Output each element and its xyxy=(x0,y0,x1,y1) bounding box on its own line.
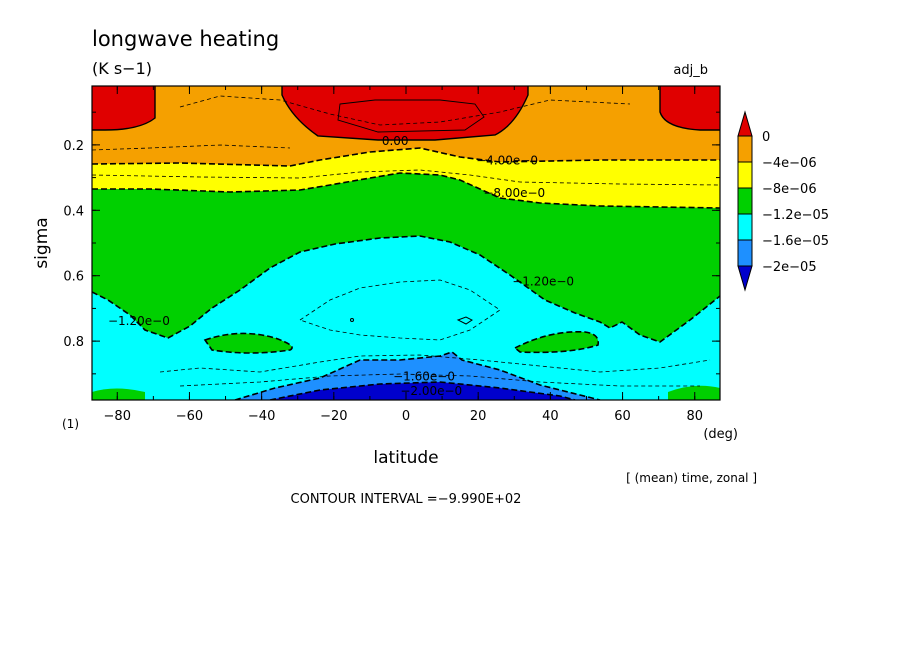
colorbar-swatch xyxy=(737,187,753,215)
colorbar-arrow-top xyxy=(737,110,753,137)
contour-interval-label: CONTOUR INTERVAL =−9.990E+02 xyxy=(291,492,522,507)
y-tick-label: 0.2 xyxy=(63,139,84,154)
x-tick-label: −40 xyxy=(248,409,275,424)
averaging-note: [ (mean) time, zonal ] xyxy=(626,471,757,485)
colorbar-label: −4e−06 xyxy=(762,156,817,171)
colorbar: 0 −4e−06 −8e−06 −1.2e−05 −1.6e−05 −2e−05 xyxy=(737,110,829,292)
y-axis: 0.2 0.4 0.6 0.8 xyxy=(63,111,720,375)
contour-label: −1.20e−0 xyxy=(512,275,574,289)
contour-line xyxy=(179,373,700,387)
contour-line xyxy=(92,172,720,209)
band-cyan xyxy=(92,236,720,400)
contour-line xyxy=(92,169,720,186)
experiment-label: adj_b xyxy=(673,63,708,78)
colorbar-swatch xyxy=(737,135,753,163)
x-tick-label: 60 xyxy=(614,409,631,424)
y-tick-label: 0.4 xyxy=(63,204,84,219)
contour-label: −1.20e−0 xyxy=(108,314,170,328)
band-green-island-east xyxy=(515,331,599,353)
contour-field xyxy=(92,86,720,400)
contour-line xyxy=(350,318,354,322)
contour-label: −4.00e−0 xyxy=(476,154,538,168)
panel-label: (1) xyxy=(62,417,79,431)
x-tick-label: 40 xyxy=(542,409,559,424)
colorbar-label: −1.6e−05 xyxy=(762,234,829,249)
x-axis: −80 −60 −40 −20 0 20 40 60 80 xyxy=(104,86,703,424)
x-tick-label: −80 xyxy=(104,409,131,424)
contour-line xyxy=(659,86,720,131)
contour-label: −8.00e−0 xyxy=(483,186,545,200)
y-tick-label: 0.8 xyxy=(63,335,84,350)
contour-line xyxy=(513,331,600,354)
x-axis-unit: (deg) xyxy=(703,427,738,442)
colorbar-swatch xyxy=(737,161,753,189)
x-tick-label: −20 xyxy=(320,409,347,424)
contour-label: 0.00 xyxy=(382,134,409,148)
contour-labels: 0.00 −4.00e−0 −8.00e−0 −1.20e−0 −1.20e−0 −1.6… xyxy=(108,134,574,398)
x-tick-label: 80 xyxy=(686,409,703,424)
colorbar-label: 0 xyxy=(762,130,770,145)
contour-line xyxy=(269,381,576,400)
colorbar-swatch xyxy=(737,239,753,267)
x-axis-label: latitude xyxy=(373,448,438,468)
chart-title: longwave heating xyxy=(92,27,279,51)
contour-line xyxy=(234,351,601,400)
band-green-corner-east xyxy=(668,385,720,400)
band-darkblue xyxy=(270,382,575,400)
contour-line xyxy=(337,99,485,133)
contour-line xyxy=(92,147,720,167)
contour-label: −2.00e−0 xyxy=(400,384,462,398)
colorbar-label: −2e−05 xyxy=(762,260,817,275)
y-axis-label: sigma xyxy=(32,217,52,268)
contour-line xyxy=(92,86,156,131)
x-tick-label: 20 xyxy=(470,409,487,424)
band-green-corner-west xyxy=(92,388,145,400)
chart-units: (K s−1) xyxy=(92,59,152,78)
contour-line xyxy=(456,316,473,325)
contour-line xyxy=(159,354,711,373)
contour-lines-zero xyxy=(92,86,720,141)
colorbar-label: −8e−06 xyxy=(762,182,817,197)
contour-label: −1.60e−0 xyxy=(393,369,455,383)
colorbar-arrow-bottom xyxy=(737,265,753,292)
contour-line xyxy=(92,235,720,343)
band-red-east xyxy=(660,86,720,130)
contour-line xyxy=(281,86,529,141)
band-green-island-west xyxy=(205,333,293,353)
band-red-west xyxy=(92,86,155,130)
contour-lines-minor xyxy=(92,95,720,387)
contour-lines-major xyxy=(92,147,720,400)
colorbar-label: −1.2e−05 xyxy=(762,208,829,223)
x-tick-label: 0 xyxy=(402,409,410,424)
band-yellow xyxy=(92,148,720,208)
contour-line xyxy=(299,279,501,341)
contour-line xyxy=(179,95,631,126)
y-tick-label: 0.6 xyxy=(63,270,84,285)
contour-line xyxy=(92,144,291,151)
band-red-center xyxy=(282,86,528,140)
band-blue xyxy=(235,352,600,400)
contour-small-features xyxy=(350,316,473,325)
colorbar-swatch xyxy=(737,213,753,241)
x-tick-label: −60 xyxy=(176,409,203,424)
